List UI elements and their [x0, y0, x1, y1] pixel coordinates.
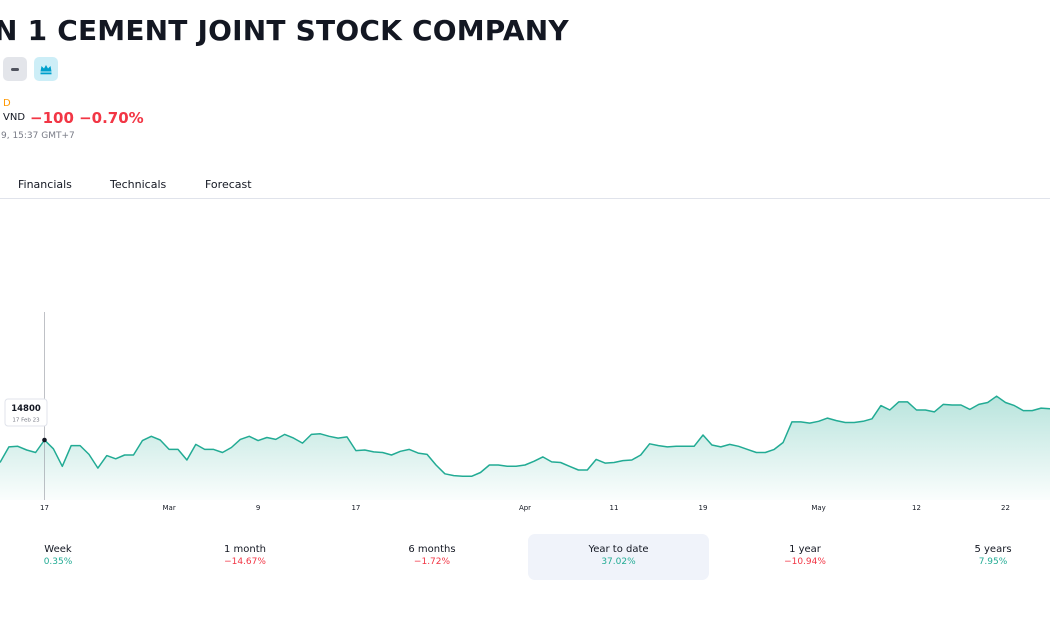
period-5-years[interactable]: 5 years 7.95%: [923, 534, 1050, 580]
tab-technicals[interactable]: Technicals: [110, 178, 167, 191]
period-selector: Week 0.35% 1 month −14.67% 6 months −1.7…: [0, 534, 1050, 582]
period-name: Year to date: [588, 544, 649, 555]
price-area: [0, 396, 1050, 500]
x-tick-label: 17: [40, 504, 49, 512]
x-tick-label: Mar: [162, 504, 175, 512]
crown-tag-button[interactable]: [34, 57, 58, 81]
crown-icon: [40, 65, 52, 75]
tab-divider: [0, 198, 1050, 199]
period-1-month[interactable]: 1 month −14.67%: [175, 534, 315, 580]
period-name: 1 month: [224, 544, 266, 555]
currency-label: D: [3, 98, 11, 109]
period-value: −10.94%: [784, 557, 826, 567]
period-value: 37.02%: [601, 557, 636, 567]
minus-tag-button[interactable]: [3, 57, 27, 81]
price-line: [0, 395, 1050, 478]
period-week[interactable]: Week 0.35%: [0, 534, 128, 580]
period-1-year[interactable]: 1 year −10.94%: [735, 534, 875, 580]
period-value: 0.35%: [43, 557, 73, 567]
tab-financials[interactable]: Financials: [18, 178, 72, 191]
x-tick-label: Apr: [519, 504, 531, 512]
x-tick-label: 9: [256, 504, 260, 512]
x-tick-label: 17: [351, 504, 360, 512]
period-6-months[interactable]: 6 months −1.72%: [362, 534, 502, 580]
x-tick-label: 19: [699, 504, 708, 512]
period-name: 6 months: [408, 544, 456, 555]
tooltip-date: 17 Feb 23: [12, 418, 40, 424]
x-tick-label: 12: [912, 504, 921, 512]
x-tick-label: 22: [1001, 504, 1010, 512]
period-name: 1 year: [789, 544, 821, 555]
tooltip-box: [4, 398, 48, 427]
page-title: N 1 CEMENT JOINT STOCK COMPANY: [0, 14, 569, 47]
period-name: Week: [44, 544, 72, 555]
price-chart[interactable]: 17Mar917Apr1119May1222Jun919Jul1119A 148…: [0, 300, 1050, 520]
price-change: −100 −0.70%: [30, 109, 144, 127]
period-value: −14.67%: [224, 557, 266, 567]
hover-point: [42, 437, 47, 443]
period-value: 7.95%: [978, 557, 1008, 567]
period-year-to-date[interactable]: Year to date 37.02%: [528, 534, 709, 580]
timestamp: 9, 15:37 GMT+7: [1, 131, 75, 141]
tab-forecast[interactable]: Forecast: [205, 178, 252, 191]
x-tick-label: May: [811, 504, 825, 512]
period-value: −1.72%: [413, 557, 451, 567]
period-name: 5 years: [974, 544, 1012, 555]
x-tick-label: 11: [610, 504, 619, 512]
price-unit: VND: [3, 112, 26, 123]
tooltip-value: 14800: [11, 404, 41, 414]
